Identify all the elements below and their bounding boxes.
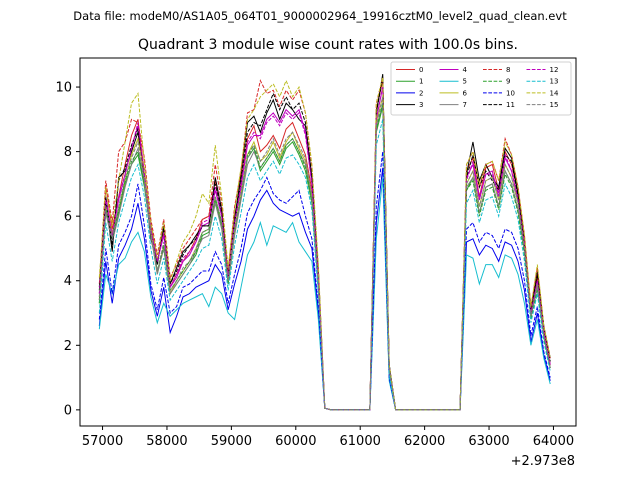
legend-label-0: 0 bbox=[419, 66, 423, 74]
x-axis: 57000 58000 59000 60000 61000 62000 63000 64000 bbox=[82, 426, 574, 449]
legend-label-13: 13 bbox=[550, 78, 559, 86]
legend-label-3: 3 bbox=[419, 101, 423, 109]
y-tick-label: 8 bbox=[64, 145, 72, 160]
legend-label-15: 15 bbox=[550, 101, 559, 109]
legend-label-1: 1 bbox=[419, 78, 423, 86]
y-tick-label: 6 bbox=[64, 210, 72, 225]
series-layer bbox=[98, 74, 551, 411]
legend-box bbox=[390, 61, 572, 116]
y-tick-label: 4 bbox=[64, 274, 72, 289]
legend-label-9: 9 bbox=[506, 78, 510, 86]
legend-label-8: 8 bbox=[506, 66, 510, 74]
chart-title: Quadrant 3 module wise count rates with … bbox=[138, 37, 518, 53]
legend-label-12: 12 bbox=[550, 66, 559, 74]
plot-area: 57000 58000 59000 60000 61000 62000 63000 64000… bbox=[55, 57, 577, 469]
x-tick-label: 60000 bbox=[275, 434, 316, 449]
y-tick-label: 0 bbox=[64, 403, 72, 418]
x-tick-label: 58000 bbox=[146, 434, 187, 449]
series-line-15 bbox=[98, 96, 551, 411]
x-axis-offset-label: +2.973e8 bbox=[511, 454, 575, 469]
legend-label-7: 7 bbox=[463, 101, 467, 109]
plot-frame bbox=[79, 57, 577, 427]
x-tick-label: 64000 bbox=[533, 434, 574, 449]
legend-label-11: 11 bbox=[506, 101, 515, 109]
y-tick-label: 2 bbox=[64, 339, 72, 354]
legend-label-2: 2 bbox=[419, 89, 423, 97]
legend-label-4: 4 bbox=[463, 66, 468, 74]
legend-label-6: 6 bbox=[463, 89, 468, 97]
figure-suptitle: Data file: modeM0/AS1A05_064T01_90000029… bbox=[73, 9, 567, 23]
x-tick-label: 59000 bbox=[211, 434, 252, 449]
legend-label-10: 10 bbox=[506, 89, 515, 97]
legend-label-5: 5 bbox=[463, 78, 467, 86]
legend-label-14: 14 bbox=[550, 89, 559, 97]
x-tick-label: 61000 bbox=[340, 434, 381, 449]
x-tick-label: 57000 bbox=[82, 434, 123, 449]
y-tick-label: 10 bbox=[55, 81, 72, 96]
x-tick-label: 63000 bbox=[468, 434, 509, 449]
x-tick-label: 62000 bbox=[404, 434, 445, 449]
y-axis: 0 2 4 6 8 10 bbox=[55, 81, 80, 418]
